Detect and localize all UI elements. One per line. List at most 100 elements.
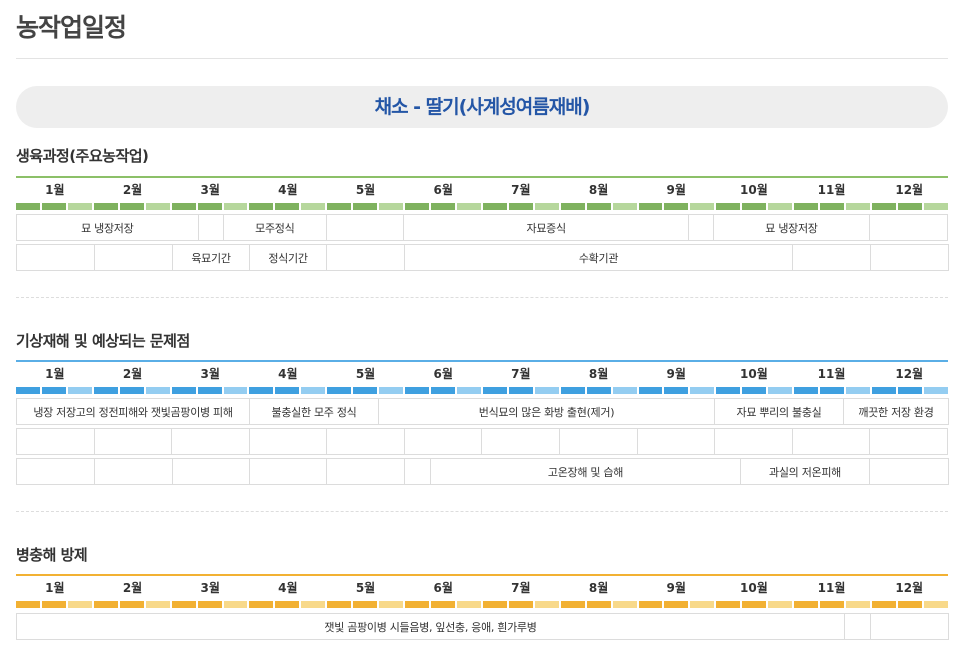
- pest-month-label: 1월: [45, 581, 65, 595]
- table-row: [16, 428, 948, 455]
- title-divider: [16, 58, 948, 59]
- weather-bar-segment: [742, 387, 767, 394]
- table-cell: [197, 214, 224, 241]
- weather-month-label: 7월: [511, 367, 531, 381]
- weather-month-label: 9월: [666, 367, 686, 381]
- weather-month-label: 12월: [895, 367, 924, 381]
- table-row: 냉장 저장고의 정전피해와 잿빛곰팡이병 피해 불충실한 모주 정식 번식묘의 …: [16, 398, 949, 425]
- growth-bar-segment: [871, 203, 896, 210]
- growth-bar-segment: [93, 203, 118, 210]
- pest-section-title: 병충해 방제: [16, 546, 88, 564]
- growth-bar-segment: [612, 203, 637, 210]
- pest-bar-segment: [275, 601, 300, 608]
- pest-bar-segment: [93, 601, 118, 608]
- table-cell: 육묘기간: [172, 244, 250, 271]
- weather-bar-segment: [171, 387, 196, 394]
- weather-bar-segment: [871, 387, 896, 394]
- table-cell: 과실의 저온피해: [740, 458, 870, 485]
- section-divider: [16, 511, 948, 512]
- growth-month-label: 12월: [895, 183, 924, 197]
- pest-bar-segment: [223, 601, 248, 608]
- growth-bar-segment: [923, 203, 948, 210]
- pest-control-table: 잿빛 곰팡이병 시들음병, 잎선충, 응애, 흰가루병: [16, 613, 949, 640]
- pest-bar-segment: [456, 601, 481, 608]
- pest-month-bar: [16, 601, 948, 608]
- growth-month-label: 9월: [666, 183, 686, 197]
- growth-bar-segment: [794, 203, 819, 210]
- growth-bar-segment: [586, 203, 611, 210]
- growth-bar-segment: [379, 203, 404, 210]
- weather-bar-segment: [249, 387, 274, 394]
- weather-section-title: 기상재해 및 예상되는 문제점: [16, 332, 190, 350]
- weather-issue-table: 냉장 저장고의 정전피해와 잿빛곰팡이병 피해 불충실한 모주 정식 번식묘의 …: [16, 398, 949, 425]
- pest-month-label: 6월: [433, 581, 453, 595]
- pest-bar-segment: [41, 601, 66, 608]
- weather-month-label: 2월: [122, 367, 143, 381]
- growth-month-label: 1월: [45, 183, 65, 197]
- weather-bar-segment: [327, 387, 352, 394]
- growth-month-label: 6월: [433, 183, 453, 197]
- growth-month-label: 10월: [740, 183, 768, 197]
- table-cell: [94, 244, 173, 271]
- table-cell: 수확기관: [404, 244, 793, 271]
- weather-bar-segment: [690, 387, 715, 394]
- pest-bar-segment: [431, 601, 455, 608]
- table-cell: 번식묘의 많은 화방 출현(제거): [378, 398, 715, 425]
- weather-bar-segment: [301, 387, 326, 394]
- pest-bar-segment: [846, 601, 870, 608]
- weather-bar-segment: [560, 387, 585, 394]
- table-cell: 정식기간: [249, 244, 327, 271]
- pest-bar-segment: [249, 601, 274, 608]
- weather-bar-segment: [145, 387, 170, 394]
- table-cell: [559, 428, 638, 455]
- pest-month-label: 7월: [511, 581, 531, 595]
- growth-bar-segment: [482, 203, 507, 210]
- pest-bar-segment: [171, 601, 196, 608]
- pest-bar-segment: [664, 601, 689, 608]
- weather-bar-segment: [431, 387, 455, 394]
- table-cell: [688, 214, 715, 241]
- weather-bar-segment: [67, 387, 92, 394]
- growth-bar-segment: [197, 203, 222, 210]
- pest-bar-segment: [820, 601, 844, 608]
- table-cell: [404, 458, 431, 485]
- pest-bar-segment: [405, 601, 429, 608]
- table-cell: [870, 244, 949, 271]
- weather-month-label: 5월: [355, 367, 376, 381]
- growth-bar-segment: [664, 203, 689, 210]
- table-row: 잿빛 곰팡이병 시들음병, 잎선충, 응애, 흰가루병: [16, 613, 949, 640]
- pest-bar-segment: [379, 601, 404, 608]
- pest-bar-segment: [145, 601, 170, 608]
- table-cell: 고온장해 및 습해: [430, 458, 741, 485]
- weather-bar-segment: [846, 387, 870, 394]
- table-cell: [171, 428, 250, 455]
- pest-bar-segment: [482, 601, 507, 608]
- growth-period-table: 육묘기간 정식기간 수확기관: [16, 244, 949, 271]
- weather-month-label: 3월: [200, 367, 220, 381]
- pest-bar-segment: [897, 601, 922, 608]
- growth-bar-segment: [41, 203, 66, 210]
- pest-bar-segment: [67, 601, 92, 608]
- table-cell: [868, 214, 949, 241]
- pest-bar-segment: [353, 601, 378, 608]
- growth-bar-segment: [249, 203, 274, 210]
- table-row: 육묘기간 정식기간 수확기관: [16, 244, 949, 271]
- weather-bar-segment: [534, 387, 559, 394]
- weather-month-label: 4월: [278, 367, 298, 381]
- weather-bar-segment: [612, 387, 637, 394]
- weather-bar-segment: [223, 387, 248, 394]
- table-cell: 깨끗한 저장 환경: [843, 398, 949, 425]
- pest-month-label: 5월: [355, 581, 376, 595]
- table-cell: 잿빛 곰팡이병 시들음병, 잎선충, 응애, 흰가루병: [16, 613, 845, 640]
- table-cell: 묘 냉장저장: [713, 214, 870, 241]
- table-cell: [16, 244, 95, 271]
- weather-bar-segment: [794, 387, 819, 394]
- pest-bar-segment: [327, 601, 352, 608]
- weather-bar-segment: [353, 387, 378, 394]
- table-row: 묘 냉장저장 모주정식 자묘증식 묘 냉장저장: [16, 214, 949, 241]
- weather-month-bar: [16, 387, 948, 394]
- growth-month-label: 5월: [355, 183, 376, 197]
- growth-month-label: 7월: [511, 183, 531, 197]
- growth-bar-segment: [275, 203, 300, 210]
- table-cell: [481, 428, 561, 455]
